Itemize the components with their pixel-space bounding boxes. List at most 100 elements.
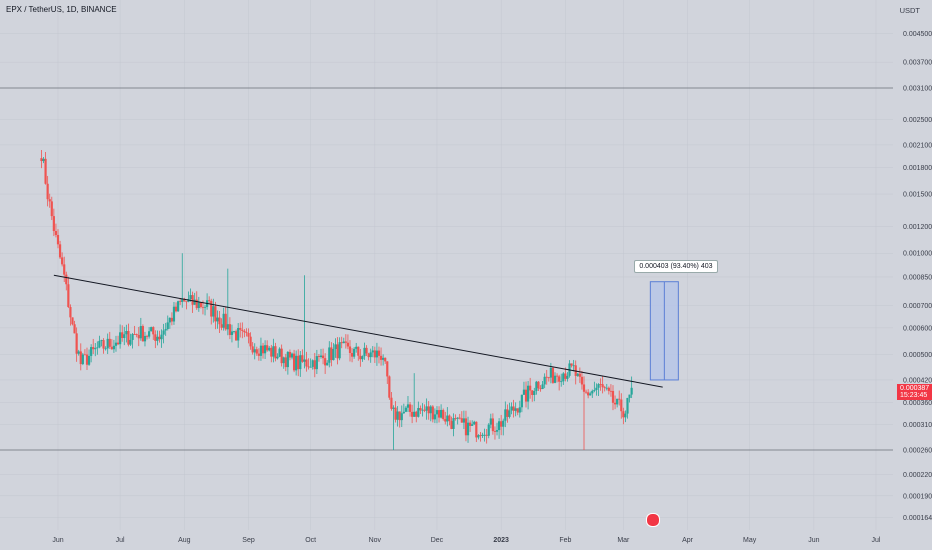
candle-body bbox=[578, 373, 581, 377]
symbol-title[interactable]: EPX / TetherUS, 1D, BINANCE bbox=[6, 5, 117, 14]
candle-body bbox=[537, 381, 540, 389]
candle-body bbox=[404, 407, 408, 412]
candle-body bbox=[587, 392, 590, 396]
candle-body bbox=[90, 347, 93, 356]
candle-body bbox=[232, 331, 236, 332]
candle-body bbox=[334, 344, 337, 350]
candle-body bbox=[603, 387, 606, 389]
time-tick-label: Apr bbox=[682, 537, 694, 544]
candle-body bbox=[628, 394, 631, 398]
candle-body bbox=[392, 407, 395, 409]
candle-body bbox=[270, 347, 273, 357]
measure-label[interactable]: 0.000403 (93.40%) 403 bbox=[634, 259, 718, 273]
candle-body bbox=[589, 393, 592, 396]
candle-body bbox=[255, 349, 258, 354]
candle-body bbox=[286, 351, 289, 368]
trendline bbox=[53, 274, 663, 388]
candle-body bbox=[94, 348, 97, 350]
candle-body bbox=[444, 419, 447, 422]
candle-body bbox=[607, 387, 610, 391]
candle-body bbox=[321, 355, 325, 359]
candle-body bbox=[582, 384, 586, 392]
candle-body bbox=[533, 391, 536, 396]
candle-body bbox=[56, 234, 60, 245]
candle-body bbox=[487, 424, 490, 436]
candle-body bbox=[179, 301, 182, 303]
candle-body bbox=[69, 307, 72, 318]
time-tick-label: Dec bbox=[431, 537, 444, 544]
candle-body bbox=[96, 347, 99, 349]
candle-body bbox=[166, 322, 169, 330]
candle-body bbox=[417, 407, 420, 417]
candle-body bbox=[123, 334, 126, 339]
candle-body bbox=[551, 367, 555, 383]
candle-body bbox=[172, 306, 176, 322]
candle-body bbox=[58, 244, 62, 258]
candle-body bbox=[197, 302, 200, 309]
candle-body bbox=[52, 216, 55, 232]
candle-body bbox=[348, 346, 352, 354]
candle-body bbox=[605, 387, 608, 389]
candle-body bbox=[433, 414, 437, 420]
candle-body bbox=[284, 357, 287, 368]
candle-body bbox=[361, 356, 364, 360]
candle-body bbox=[427, 406, 430, 414]
candle-body bbox=[81, 354, 84, 365]
candle-body bbox=[483, 434, 486, 436]
candle-body bbox=[332, 349, 335, 361]
candle-body bbox=[539, 388, 542, 390]
candle-body bbox=[203, 306, 207, 308]
candle-body bbox=[469, 422, 472, 426]
candle-body bbox=[98, 340, 101, 348]
candle-body bbox=[181, 298, 184, 302]
candle-body bbox=[65, 274, 68, 285]
candle-body bbox=[295, 355, 298, 371]
candle-body bbox=[226, 324, 229, 330]
candle-body bbox=[518, 407, 521, 413]
candle-body bbox=[189, 295, 192, 299]
candle-body bbox=[195, 299, 198, 309]
candle-body bbox=[241, 329, 244, 331]
candle-body bbox=[388, 376, 391, 398]
candle-body bbox=[257, 353, 260, 356]
us-flag-icon[interactable] bbox=[646, 513, 661, 527]
candle-body bbox=[48, 199, 51, 202]
candle-body bbox=[160, 334, 163, 340]
candle-body bbox=[549, 367, 552, 378]
candle-body bbox=[266, 345, 269, 351]
candle-body bbox=[247, 333, 250, 337]
candle-body bbox=[576, 373, 579, 376]
candle-body bbox=[108, 338, 111, 347]
candle-body bbox=[127, 330, 130, 345]
candle-body bbox=[114, 342, 118, 346]
candle-body bbox=[156, 336, 159, 341]
candle-body bbox=[141, 326, 145, 342]
candle-body bbox=[402, 411, 405, 414]
candle-body bbox=[193, 299, 196, 305]
candle-body bbox=[508, 410, 511, 417]
candle-body bbox=[471, 424, 474, 426]
candle-body bbox=[85, 354, 89, 365]
candle-body bbox=[529, 385, 532, 391]
candle-body bbox=[174, 306, 178, 312]
time-tick-label: Jul bbox=[872, 537, 881, 544]
candle-body bbox=[367, 353, 370, 358]
candle-body bbox=[491, 418, 494, 432]
candle-body bbox=[601, 384, 604, 388]
candle-body bbox=[243, 330, 246, 333]
candle-body bbox=[292, 353, 296, 371]
candle-body bbox=[237, 327, 240, 341]
candle-body bbox=[92, 347, 95, 350]
candle-body bbox=[303, 359, 306, 362]
price-tick-label: 0.001200 bbox=[903, 224, 932, 231]
candle-body bbox=[562, 373, 565, 382]
candle-body bbox=[379, 355, 383, 360]
candle-body bbox=[170, 317, 173, 322]
candle-body bbox=[216, 317, 219, 322]
candle-body bbox=[278, 348, 281, 357]
candle-body bbox=[313, 360, 316, 370]
last-price-value: 0.000387 bbox=[900, 384, 930, 392]
time-tick-label: Sep bbox=[242, 537, 255, 544]
